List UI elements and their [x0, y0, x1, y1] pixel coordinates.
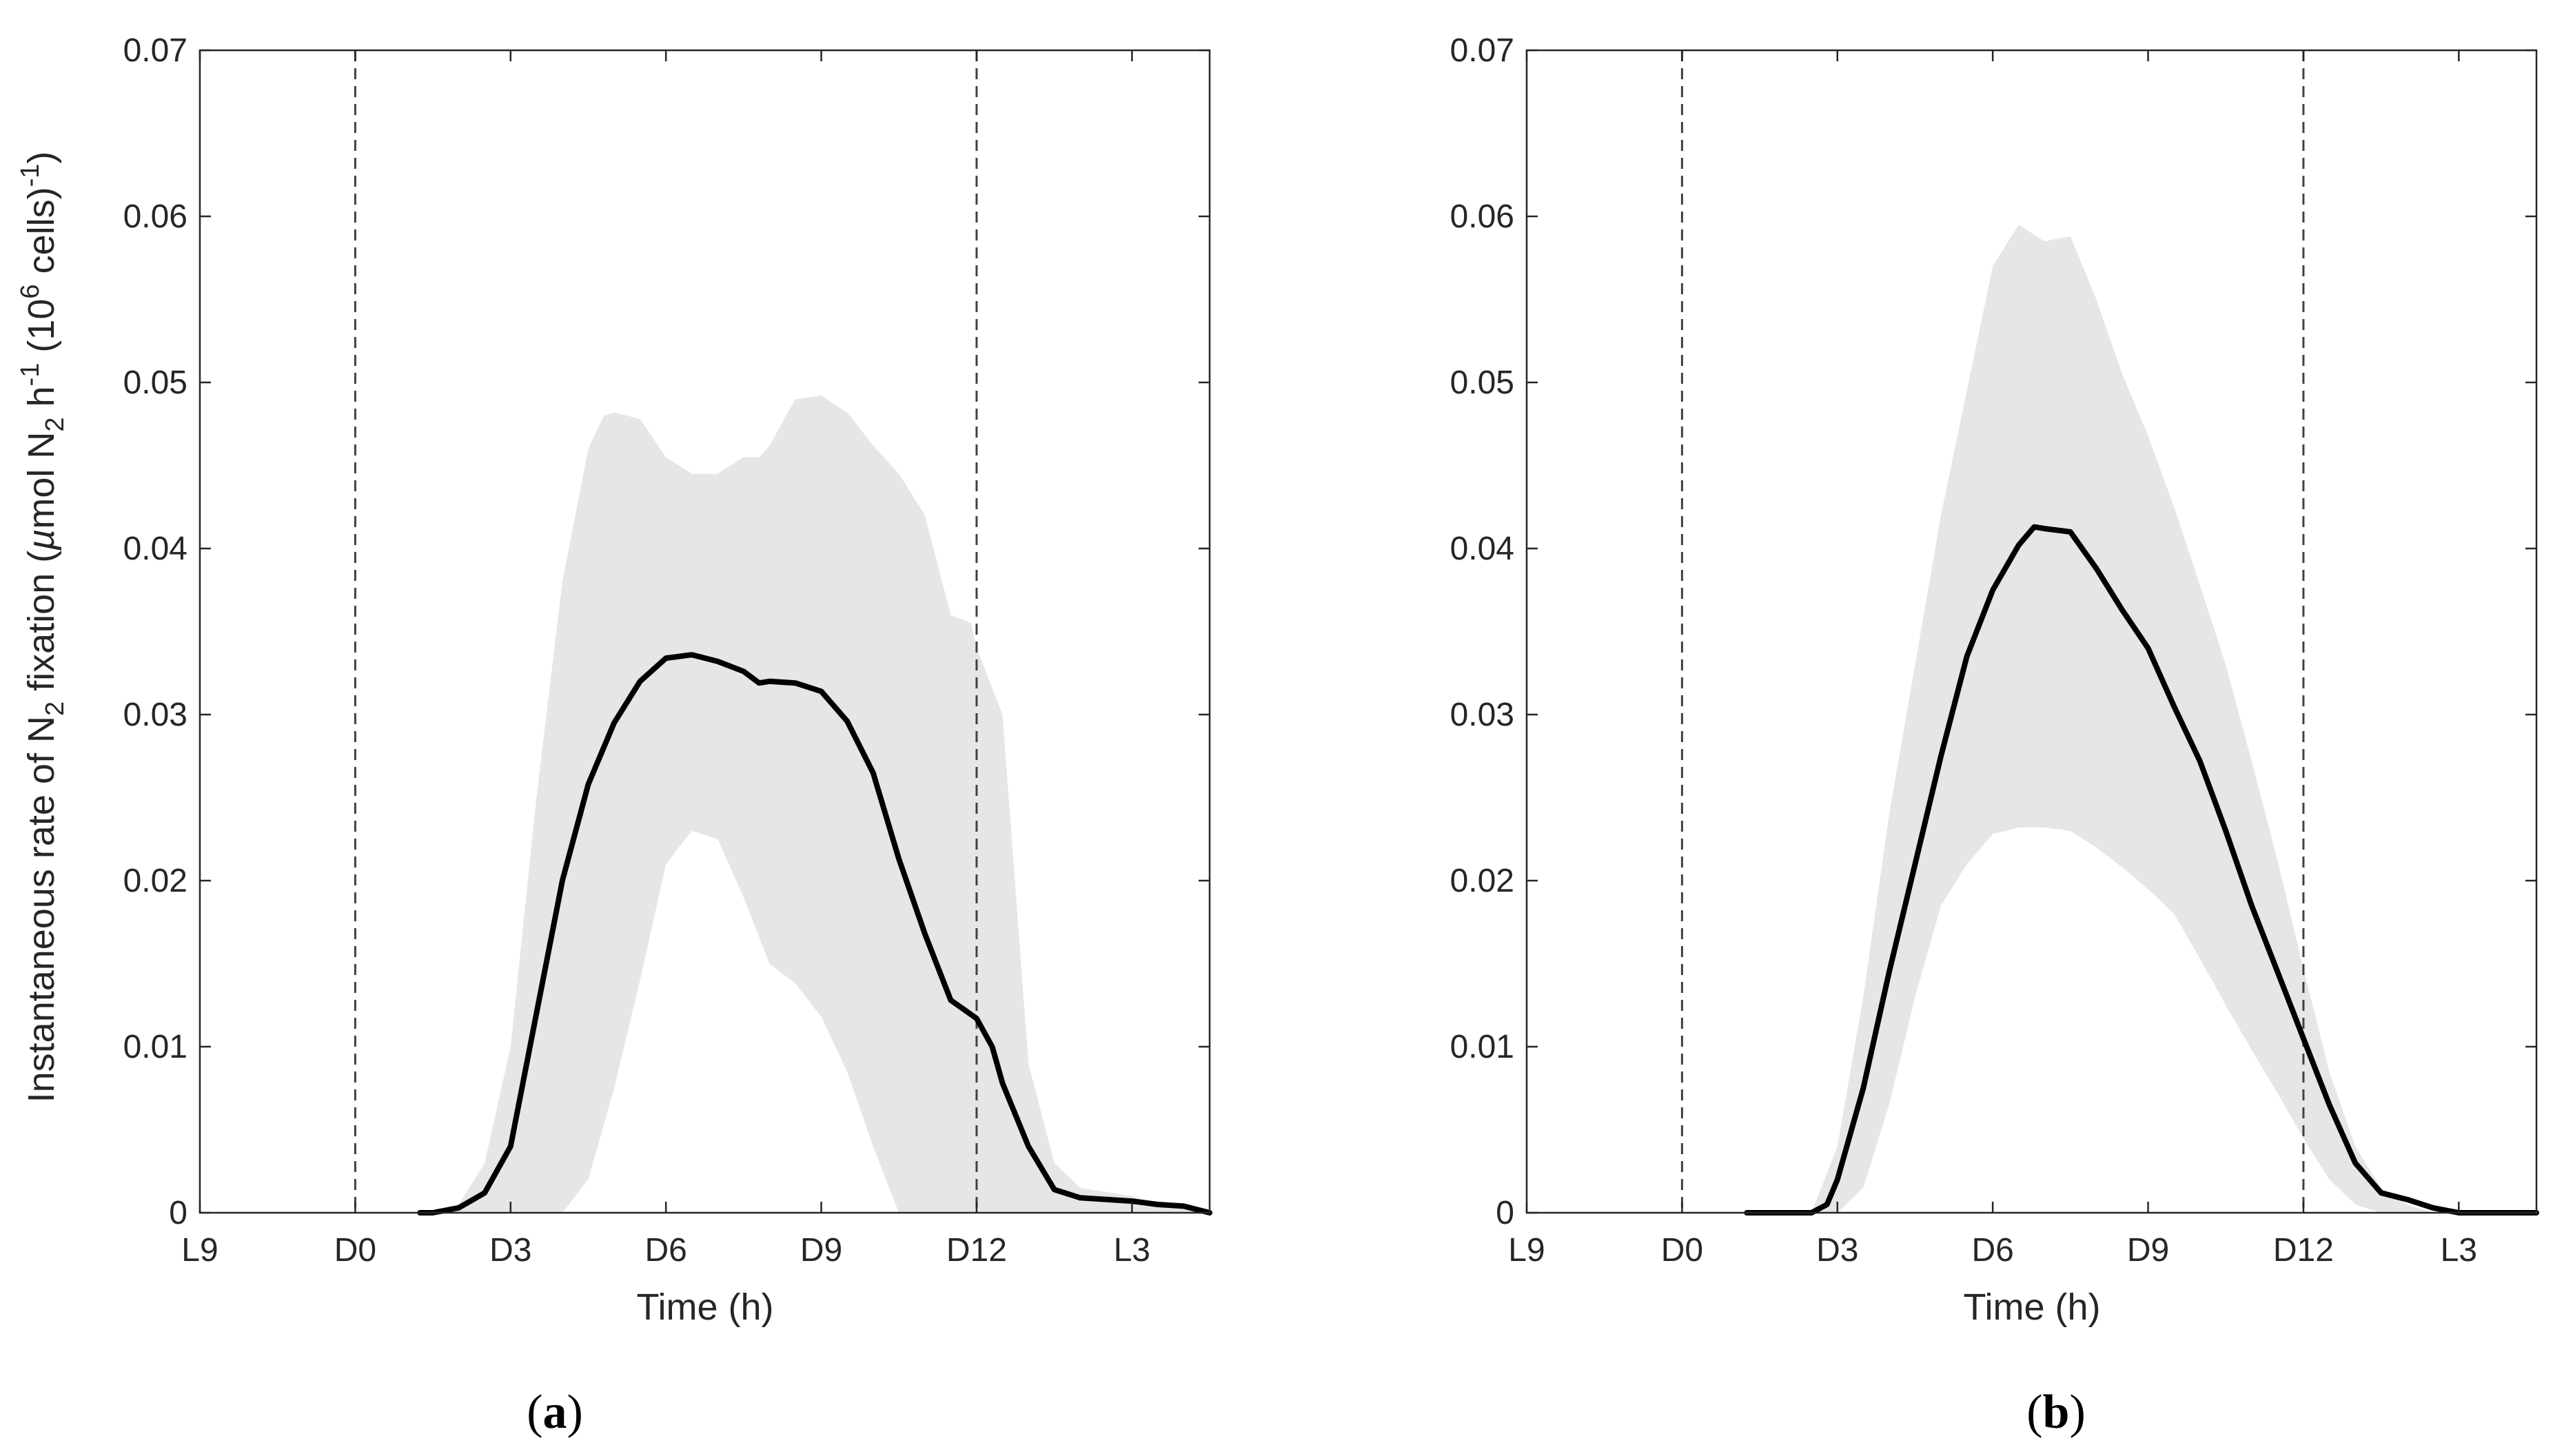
panel-a-plot-area: 0 0.01 0.02 0.03 0.04 0.05 0.06 0.07 L9 D0 D3 D6 D9 D…: [123, 32, 1212, 1269]
panel-b-y-tick-label: 0.06: [1450, 198, 1514, 235]
panel-a-y-tick-label: 0.06: [123, 198, 187, 235]
panel-a-range-band: [433, 396, 1210, 1213]
panel-a-caption: (a): [527, 1386, 583, 1439]
panel-a-x-tick-label: D0: [334, 1232, 376, 1269]
panel-b-y-tick-label: 0.03: [1450, 697, 1514, 733]
panel-b-y-tick-label: 0: [1496, 1195, 1514, 1231]
panel-a-x-axis-label: Time (h): [637, 1286, 774, 1328]
panel-b-y-tick-label: 0.01: [1450, 1029, 1514, 1065]
panel-b-x-tick-label: L3: [2441, 1232, 2477, 1269]
panel-a-y-tick-label: 0.05: [123, 365, 187, 401]
panel-b-x-axis-label: Time (h): [1964, 1286, 2101, 1328]
panel-a-x-tick-label: L9: [181, 1232, 218, 1269]
panel-b-x-tick-label: D6: [1971, 1232, 2013, 1269]
panel-a-y-tick-label: 0.03: [123, 697, 187, 733]
panel-b-x-tick-label: D3: [1816, 1232, 1858, 1269]
panel-a-x-tick-label: D3: [489, 1232, 531, 1269]
panel-b-plot-area: 0 0.01 0.02 0.03 0.04 0.05 0.06 0.07 L9 D0 D3 D6 D9 D…: [1450, 32, 2539, 1269]
panel-a-y-tick-label: 0.07: [123, 32, 187, 69]
panel-b-axes-frame: [1525, 49, 2538, 1214]
panel-b-y-tick-label: 0.05: [1450, 365, 1514, 401]
panel-b: 0 0.01 0.02 0.03 0.04 0.05 0.06 0.07 L9 D0 D3 D6 D9 D…: [1450, 32, 2539, 1439]
panel-a-y-tick-label: 0: [169, 1195, 187, 1231]
panel-a-y-axis-label: Instantaneous rate of N2 fixation (µmol …: [16, 152, 70, 1103]
panel-b-caption: (b): [2026, 1386, 2086, 1439]
panel-a-x-tick-label: L3: [1114, 1232, 1150, 1269]
panel-b-mean-line: [1744, 524, 2539, 1216]
panel-a-y-tick-label: 0.04: [123, 531, 187, 567]
panel-b-y-tick-label: 0.04: [1450, 531, 1514, 567]
panel-a-y-tick-label: 0.02: [123, 863, 187, 899]
panel-b-range-band: [1811, 225, 2433, 1213]
panel-b-y-tick-label: 0.02: [1450, 863, 1514, 899]
panel-a-x-tick-label: D6: [644, 1232, 686, 1269]
panel-a-x-tick-label: D12: [946, 1232, 1007, 1269]
panel-a-mean-line: [417, 652, 1212, 1216]
panel-b-x-tick-label: L9: [1508, 1232, 1545, 1269]
panel-a-x-tick-label: D9: [800, 1232, 842, 1269]
panel-a-axes-frame: [199, 49, 1211, 1214]
panel-a: 0 0.01 0.02 0.03 0.04 0.05 0.06 0.07 L9 D0 D3 D6 D9 D…: [16, 32, 1212, 1439]
panel-b-x-tick-label: D12: [2273, 1232, 2334, 1269]
panel-a-y-tick-label: 0.01: [123, 1029, 187, 1065]
panel-b-x-tick-label: D0: [1661, 1232, 1703, 1269]
panel-b-x-tick-label: D9: [2127, 1232, 2169, 1269]
panel-b-y-tick-label: 0.07: [1450, 32, 1514, 69]
